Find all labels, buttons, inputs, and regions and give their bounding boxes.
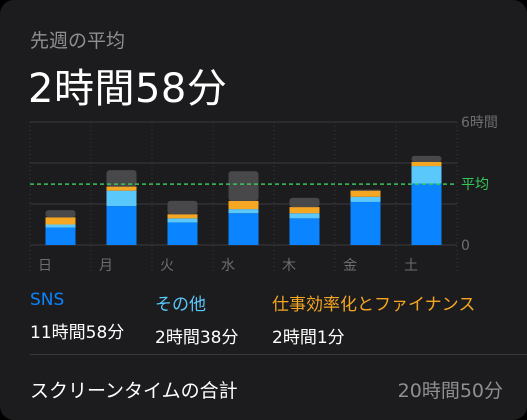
bar-2-series-1: [167, 218, 198, 223]
bar-3-series-0: [228, 213, 259, 245]
legend-item-sns: SNS 11時間58分: [30, 290, 124, 343]
bar-4-series-2: [289, 207, 320, 214]
usage-bar-chart: 日 月 火 水 木 金 土 平均 6時間 0: [29, 115, 498, 274]
legend-productivity-value: 2時間1分: [272, 328, 345, 348]
bar-1-series-2: [106, 186, 137, 191]
legend-item-other: その他 2時間38分: [155, 290, 238, 348]
bar-3-series-2: [228, 200, 259, 210]
total-screen-time-label[interactable]: スクリーンタイムの合計: [30, 380, 238, 402]
x-tick-label-1: 月: [99, 258, 113, 274]
x-tick-label-5: 金: [343, 258, 357, 274]
x-tick-label-2: 火: [160, 258, 174, 274]
y-tick-label-1: 0: [461, 238, 470, 254]
period-subtitle: 先週の平均: [30, 30, 126, 52]
legend-other-name: その他: [155, 295, 206, 315]
bar-6-series-3: [411, 155, 442, 162]
bar-2-series-2: [167, 214, 198, 219]
bar-6-series-2: [411, 161, 442, 167]
bar-0-series-3: [45, 210, 76, 218]
total-screen-time-value: 20時間50分: [397, 380, 503, 402]
bar-0-series-2: [45, 217, 76, 225]
legend-productivity-name: 仕事効率化とファイナンス: [272, 295, 476, 315]
bar-4-series-0: [289, 218, 320, 245]
bar-2-series-0: [167, 222, 198, 245]
bar-4-series-1: [289, 213, 320, 219]
x-tick-label-4: 木: [282, 258, 296, 274]
bar-4-series-3: [289, 197, 320, 208]
legend-sns-name: SNS: [30, 290, 65, 310]
bar-5-series-3: [350, 189, 381, 191]
bar-2-series-3: [167, 200, 198, 215]
bar-6-series-1: [411, 166, 442, 184]
daily-average-total: 2時間58分: [28, 66, 228, 112]
bar-6-series-0: [411, 183, 442, 245]
bar-3-series-1: [228, 209, 259, 214]
legend-sns-value: 11時間58分: [30, 323, 125, 343]
legend-other-value: 2時間38分: [155, 328, 239, 348]
divider: [30, 354, 527, 355]
bar-3-series-3: [228, 171, 259, 201]
bar-1-series-3: [106, 170, 137, 187]
bar-5-series-0: [350, 201, 381, 245]
legend-item-productivity: 仕事効率化とファイナンス 2時間1分: [272, 290, 475, 348]
y-tick-label-0: 6時間: [461, 115, 498, 131]
bar-1-series-1: [106, 190, 137, 207]
bar-5-series-2: [350, 190, 381, 197]
bar-0-series-0: [45, 227, 76, 245]
x-tick-label-0: 日: [38, 258, 52, 274]
average-label: 平均: [461, 177, 489, 193]
x-tick-label-6: 土: [404, 258, 418, 274]
bar-0-series-1: [45, 224, 76, 228]
bar-1-series-0: [106, 206, 137, 245]
x-tick-label-3: 水: [221, 258, 235, 274]
bar-5-series-1: [350, 196, 381, 202]
